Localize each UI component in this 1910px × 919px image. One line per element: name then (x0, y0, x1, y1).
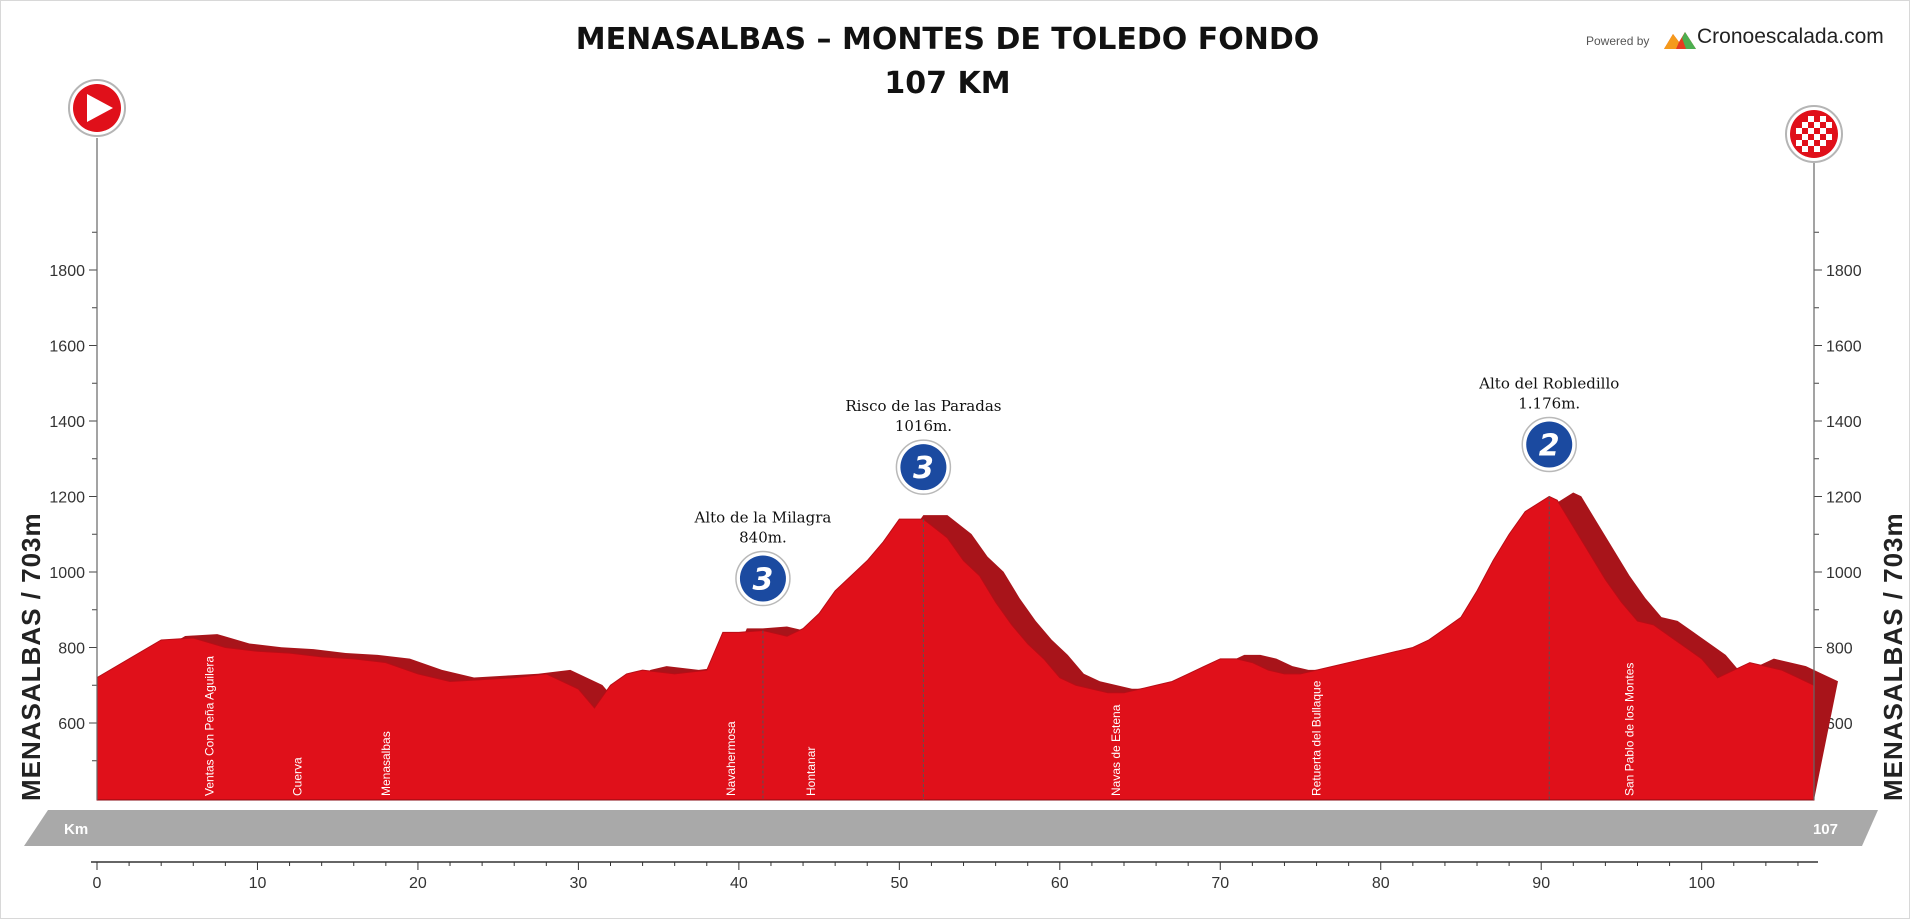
y-tick-label-right: 600 (1826, 716, 1853, 733)
town-label: Hontanar (804, 747, 818, 796)
y-tick-label-right: 800 (1826, 641, 1853, 658)
climb-badge (1526, 421, 1573, 468)
chart-title: MENASALBAS – MONTES DE TOLEDO FONDO (575, 22, 1320, 57)
y-tick-label-left: 1000 (49, 565, 85, 582)
town-label: Navas de Estena (1109, 704, 1123, 796)
start-marker (68, 79, 126, 800)
x-tick-label: 70 (1211, 875, 1229, 892)
x-tick-label: 20 (409, 875, 427, 892)
y-tick-label-left: 1600 (49, 339, 85, 356)
climb-altitude: 1.176m. (1518, 395, 1580, 413)
x-tick-label: 100 (1688, 875, 1715, 892)
km-bar-left-label: Km (64, 821, 88, 838)
x-tick-label: 50 (890, 875, 908, 892)
y-tick-label-left: 600 (58, 716, 85, 733)
chart-subtitle: 107 KM (884, 66, 1011, 101)
town-label: Ventas Con Peña Aguilera (202, 656, 216, 796)
x-tick-label: 80 (1372, 875, 1390, 892)
km-bar-group: Km 107 (24, 810, 1878, 846)
climb-badge (900, 444, 947, 491)
town-label: Navahermosa (724, 721, 738, 796)
mountain-logo-icon (1664, 32, 1696, 49)
town-label: Retuerta del Bullaque (1310, 680, 1324, 796)
climb-category: 2 (1539, 429, 1560, 464)
climb-category: 3 (913, 451, 934, 486)
x-tick-label: 0 (93, 875, 102, 892)
profile-area (96, 495, 1815, 801)
climb-badge (739, 555, 786, 602)
climb-category: 3 (753, 563, 774, 598)
climb-altitude: 1016m. (895, 417, 952, 435)
x-tick-label: 90 (1532, 875, 1550, 892)
x-tick-label: 30 (570, 875, 588, 892)
powered-by-text: Powered by (1586, 34, 1650, 48)
profile-group (96, 492, 1838, 801)
climb-name: Alto de la Milagra (694, 509, 832, 527)
town-label: San Pablo de los Montes (1622, 663, 1636, 796)
brand-name: Cronoescalada.com (1697, 25, 1884, 48)
y-tick-label-left: 800 (58, 641, 85, 658)
climb-altitude: 840m. (739, 529, 787, 547)
y-tick-label-right: 1400 (1826, 414, 1862, 431)
x-tick-label: 40 (730, 875, 748, 892)
y-tick-label-right: 1200 (1826, 490, 1862, 507)
km-bar (24, 810, 1878, 846)
y-tick-label-right: 1600 (1826, 339, 1862, 356)
y-tick-label-right: 1000 (1826, 565, 1862, 582)
climb-name: Risco de las Paradas (845, 397, 1001, 415)
town-label: Menasalbas (379, 731, 393, 796)
checkered-finish-icon (1796, 116, 1832, 152)
y-tick-label-left: 1400 (49, 414, 85, 431)
x-tick-label: 10 (249, 875, 267, 892)
y-tick-label-left: 1800 (49, 263, 85, 280)
y-tick-label-left: 1200 (49, 490, 85, 507)
finish-marker (1785, 105, 1843, 800)
climbs-group: 3 Alto de la Milagra 840m. 3 Risco de las Pa… (694, 375, 1619, 800)
x-tick-label: 60 (1051, 875, 1069, 892)
towns-group: Ventas Con Peña Aguilera Cuerva Menasalbas… (202, 656, 1636, 796)
town-label: Cuerva (291, 757, 305, 796)
climb-name: Alto del Robledillo (1478, 375, 1619, 393)
km-bar-right-label: 107 (1813, 821, 1838, 838)
y-tick-label-right: 1800 (1826, 263, 1862, 280)
